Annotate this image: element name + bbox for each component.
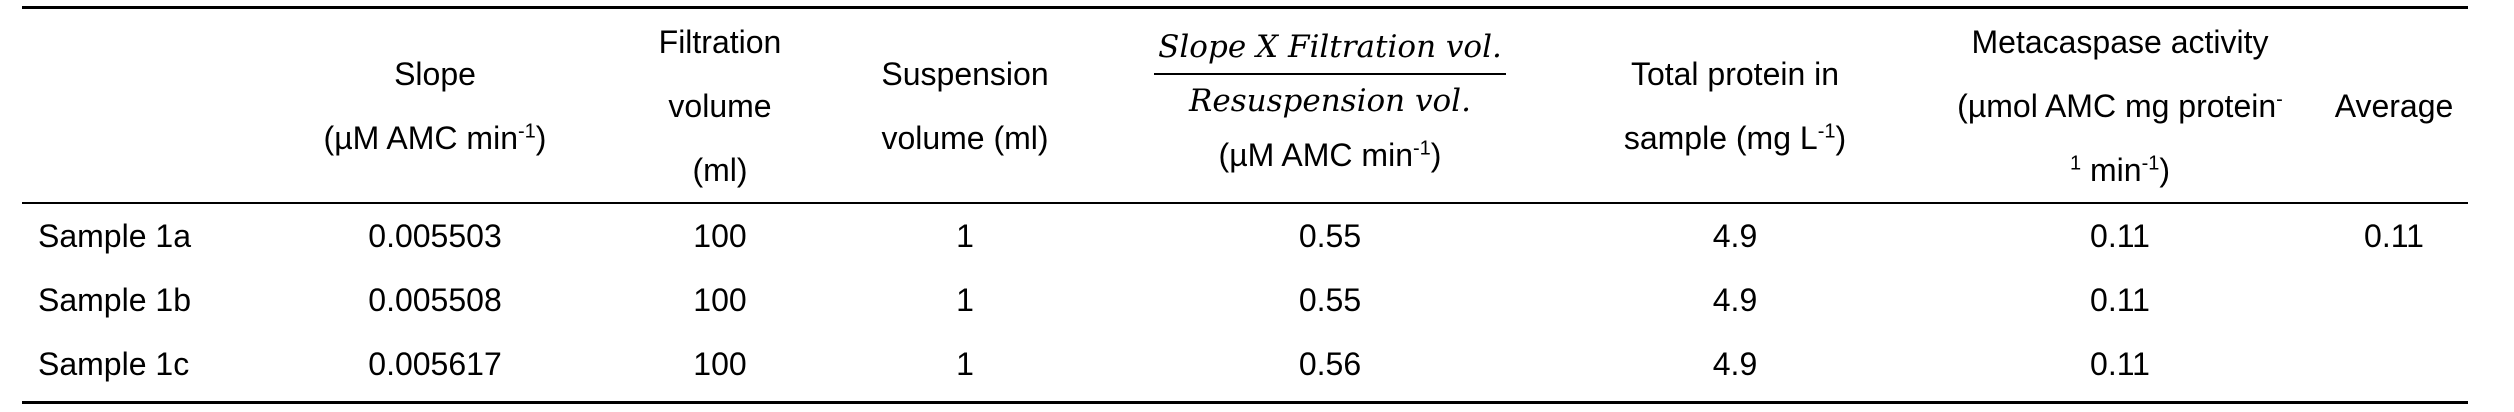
table-row: Sample 1b 0.005508 100 1 0.55 4.9 0.11 [22,268,2468,332]
cell-slope: 0.005617 [368,346,502,382]
cell-ratio: 0.55 [1298,282,1362,318]
header-slope-unit-exp: -1 [517,119,536,142]
header-metacaspase-unit-exp: - [2276,87,2283,110]
header-ratio-unit-text: (µM AMC min [1218,136,1413,173]
header-protein-unit: sample (mg L [1623,119,1818,156]
row-label: Sample 1b [38,282,191,318]
header-protein-unit-close: ) [1835,119,1847,156]
header-metacaspase-unit-min: min [2081,151,2142,188]
cell-average [2320,268,2468,332]
header-ratio-formula: Slope X Filtration vol. Resuspension vol… [1154,25,1506,123]
table-top-rule [22,6,2468,9]
cell-slope: 0.005508 [368,282,502,318]
cell-filtration: 100 [693,218,747,254]
cell-ratio: 0.56 [1298,346,1362,382]
header-protein-line2: sample (mg L-1) [1624,106,1846,170]
header-ratio-unit-close: ) [1430,136,1442,173]
header-average-line1: Average [2334,87,2454,124]
row-label: Sample 1c [38,346,190,382]
cell-protein: 4.9 [1712,346,1758,382]
cell-protein: 4.9 [1712,218,1758,254]
table-row: Sample 1c 0.005617 100 1 0.56 4.9 0.11 [22,332,2468,396]
cell-slope: 0.005503 [368,218,502,254]
header-suspension-line1: Suspension [881,55,1049,92]
cell-activity: 0.11 [2090,282,2150,318]
header-ratio-numerator: Slope X Filtration vol. [1154,25,1506,75]
header-filtration-line1: Filtration [658,23,782,60]
header-metacaspase: Metacaspase activity (µmol AMC mg protei… [1920,9,2320,202]
cell-ratio: 0.55 [1298,218,1362,254]
header-protein-unit-exp: -1 [1817,119,1836,142]
header-metacaspase-line2: (µmol AMC mg protein- [1957,74,2283,138]
header-slope-line2: (µM AMC min-1) [324,106,547,170]
header-slope: Slope (µM AMC min-1) [250,9,620,202]
header-ratio-formula-wrap: Slope X Filtration vol. Resuspension vol… [1154,25,1506,187]
header-filtration-line3: (ml) [692,151,748,188]
header-bottom-rule [22,202,2468,204]
header-slope-unit: (µM AMC min [323,119,518,156]
header-ratio-denominator: Resuspension vol. [1189,82,1471,119]
header-metacaspase-unit-exp2: -1 [2141,151,2160,174]
header-protein: Total protein in sample (mg L-1) [1550,9,1920,202]
cell-suspension: 1 [956,346,974,382]
header-suspension: Suspension volume (ml) [820,9,1110,202]
header-metacaspase-unit: (µmol AMC mg protein [1957,87,2277,124]
header-metacaspase-line3: 1 min-1) [2070,138,2170,202]
table-row: Sample 1a 0.005503 100 1 0.55 4.9 0.11 0… [22,204,2468,268]
cell-suspension: 1 [956,282,974,318]
cell-average [2320,332,2468,396]
header-ratio: Slope X Filtration vol. Resuspension vol… [1110,9,1550,202]
row-label: Sample 1a [38,218,191,254]
cell-average: 0.11 [2364,218,2424,254]
header-ratio-unit-exp: -1 [1412,136,1431,159]
header-slope-unit-close: ) [535,119,547,156]
header-protein-line1: Total protein in [1630,55,1840,92]
header-average: Average [2320,9,2468,202]
header-metacaspase-unit-exp-cont: 1 [2069,151,2082,174]
cell-filtration: 100 [693,346,747,382]
header-metacaspase-line1: Metacaspase activity [1971,23,2269,60]
header-ratio-unit: (µM AMC min-1) [1219,123,1442,187]
cell-suspension: 1 [956,218,974,254]
table-bottom-rule [22,401,2468,404]
header-slope-line1: Slope [394,55,476,92]
header-filtration: Filtration volume (ml) [620,9,820,202]
header-metacaspase-unit-close: ) [2159,151,2171,188]
cell-protein: 4.9 [1712,282,1758,318]
cell-activity: 0.11 [2090,346,2150,382]
header-filtration-line2: volume [668,87,772,124]
header-suspension-line2: volume (ml) [881,119,1049,156]
cell-filtration: 100 [693,282,747,318]
cell-activity: 0.11 [2090,218,2150,254]
